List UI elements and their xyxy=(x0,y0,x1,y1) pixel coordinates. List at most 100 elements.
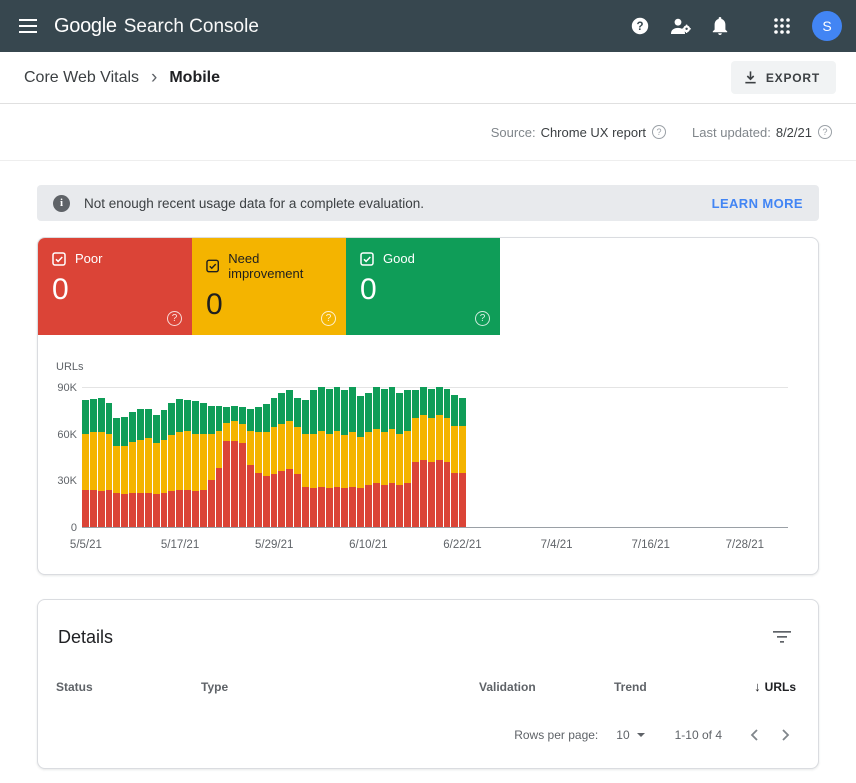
breadcrumb-section[interactable]: Core Web Vitals xyxy=(24,68,140,86)
user-settings-button[interactable] xyxy=(662,8,698,44)
stacked-bar[interactable] xyxy=(137,408,144,527)
app-bar: Google Search Console ? xyxy=(0,0,856,52)
report-meta-bar: Source: Chrome UX report ? Last updated:… xyxy=(0,104,856,161)
stacked-bar[interactable] xyxy=(231,405,239,527)
appbar-actions: ? xyxy=(622,8,842,44)
banner-message: Not enough recent usage data for a compl… xyxy=(84,195,424,211)
status-tile[interactable]: Good 0 ? xyxy=(346,238,500,335)
checkbox-checked-icon xyxy=(206,259,219,273)
stacked-bar[interactable] xyxy=(294,397,302,527)
report-card: Poor 0 ? Need improvement 0 ? xyxy=(37,237,819,575)
source-help-icon[interactable]: ? xyxy=(652,125,667,139)
tile-label: Poor xyxy=(75,251,103,266)
avatar[interactable]: S xyxy=(812,11,842,41)
stacked-bar[interactable] xyxy=(404,390,412,527)
notifications-button[interactable] xyxy=(702,8,738,44)
stacked-bar[interactable] xyxy=(239,407,247,527)
rows-per-page-select[interactable]: 10 xyxy=(616,728,645,742)
stacked-bar[interactable] xyxy=(89,399,97,527)
user-settings-icon xyxy=(671,18,691,34)
stacked-bar[interactable] xyxy=(278,393,286,527)
export-label: EXPORT xyxy=(765,70,820,85)
rows-per-page-label: Rows per page: xyxy=(514,728,599,742)
next-page-button[interactable] xyxy=(770,720,800,750)
stacked-bar[interactable] xyxy=(254,407,262,527)
stacked-bar[interactable] xyxy=(451,394,459,527)
stacked-bar[interactable] xyxy=(435,387,443,527)
stacked-bar[interactable] xyxy=(113,418,121,527)
stacked-bar[interactable] xyxy=(443,388,451,527)
stacked-bar[interactable] xyxy=(97,397,105,527)
apps-grid-icon xyxy=(774,18,790,34)
status-tile[interactable]: Poor 0 ? xyxy=(38,238,192,335)
stacked-bar[interactable] xyxy=(412,390,419,527)
tile-value: 0 xyxy=(52,273,69,306)
help-button[interactable]: ? xyxy=(622,8,658,44)
stacked-bar[interactable] xyxy=(152,415,160,527)
stacked-bar[interactable] xyxy=(364,393,372,527)
stacked-bar[interactable] xyxy=(372,387,380,527)
bell-icon xyxy=(712,17,728,35)
menu-button[interactable] xyxy=(10,8,46,44)
stacked-bar[interactable] xyxy=(333,387,341,527)
stacked-bar[interactable] xyxy=(82,399,89,527)
stacked-bar[interactable] xyxy=(199,402,207,527)
stacked-bar[interactable] xyxy=(317,387,325,527)
previous-page-button[interactable] xyxy=(740,720,770,750)
stacked-bar[interactable] xyxy=(302,399,309,527)
google-logo-text: Google xyxy=(54,14,117,37)
stacked-bar[interactable] xyxy=(176,399,184,527)
stacked-bar[interactable] xyxy=(144,408,152,527)
y-axis: 0 30K 60K 90K xyxy=(57,382,77,534)
stacked-bar[interactable] xyxy=(380,388,388,527)
filter-button[interactable] xyxy=(766,621,798,653)
tile-help-icon[interactable]: ? xyxy=(475,311,490,326)
app-logo[interactable]: Google Search Console xyxy=(54,15,259,38)
column-header-urls[interactable]: ↓ URLs xyxy=(739,679,796,694)
source-label: Source: xyxy=(490,124,536,140)
stacked-bar[interactable] xyxy=(270,397,278,527)
status-tile[interactable]: Need improvement 0 ? xyxy=(192,238,346,335)
learn-more-link[interactable]: LEARN MORE xyxy=(711,195,803,211)
stacked-bar[interactable] xyxy=(286,390,294,527)
updated-help-icon[interactable]: ? xyxy=(818,125,832,139)
stacked-bar[interactable] xyxy=(223,407,231,527)
stacked-bar[interactable] xyxy=(419,387,427,527)
stacked-bar[interactable] xyxy=(357,396,364,527)
stacked-bar[interactable] xyxy=(396,393,404,527)
tile-help-icon[interactable]: ? xyxy=(167,311,182,326)
stacked-bar[interactable] xyxy=(325,388,333,527)
updated-label: Last updated: xyxy=(692,124,771,140)
stacked-bar[interactable] xyxy=(168,402,176,527)
rows-per-page-value: 10 xyxy=(616,728,630,742)
stacked-bar[interactable] xyxy=(160,410,168,527)
main-content: i Not enough recent usage data for a com… xyxy=(0,161,856,769)
stacked-bar[interactable] xyxy=(349,387,357,527)
stacked-bar[interactable] xyxy=(388,387,396,527)
tile-help-icon[interactable]: ? xyxy=(321,311,336,326)
y-axis-label: URLs xyxy=(56,361,84,373)
stacked-bar[interactable] xyxy=(262,404,270,527)
stacked-bar[interactable] xyxy=(215,405,223,527)
stacked-bar[interactable] xyxy=(192,400,199,527)
stacked-bar[interactable] xyxy=(105,402,113,527)
stacked-bar[interactable] xyxy=(184,399,192,527)
checkbox-checked-icon xyxy=(52,251,66,266)
stacked-bar[interactable] xyxy=(247,408,254,527)
breadcrumb-page: Mobile xyxy=(169,68,221,86)
chart-plot[interactable]: 5/5/21 5/17/21 5/29/21 6/10/21 6/22/21 7/4/21… xyxy=(70,378,788,551)
product-name: Search Console xyxy=(123,15,259,37)
stacked-bar[interactable] xyxy=(341,390,349,527)
stacked-bar[interactable] xyxy=(121,416,129,527)
source-value: Chrome UX report xyxy=(540,124,647,140)
x-axis: 5/5/21 5/17/21 5/29/21 6/10/21 6/22/21 7/4/21… xyxy=(69,539,765,551)
stacked-bar[interactable] xyxy=(207,405,215,527)
stacked-bar[interactable] xyxy=(459,397,467,527)
download-icon xyxy=(745,71,756,84)
tile-label: Good xyxy=(383,251,415,266)
apps-button[interactable] xyxy=(764,8,800,44)
export-button[interactable]: EXPORT xyxy=(730,61,836,94)
stacked-bar[interactable] xyxy=(427,388,435,527)
stacked-bar[interactable] xyxy=(309,390,317,527)
stacked-bar[interactable] xyxy=(129,411,137,527)
